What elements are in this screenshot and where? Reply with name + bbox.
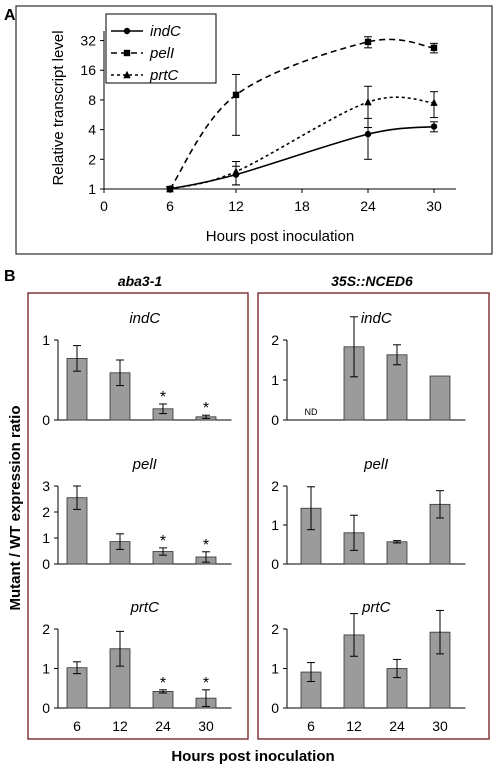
bar-chart-indC-1: indC 0 1 2 ND bbox=[271, 310, 466, 428]
legend-label-indC: indC bbox=[150, 23, 181, 40]
panel-b-ylabel: Mutant / WT expression ratio bbox=[7, 405, 24, 610]
legend-label-prtC: prtC bbox=[149, 67, 179, 84]
panel-a-label: A bbox=[4, 7, 16, 24]
subplot-y-tick-label: 1 bbox=[42, 332, 50, 348]
subplot-y-tick-label: 2 bbox=[42, 504, 50, 520]
data-point-pelI bbox=[364, 38, 372, 46]
panel-a-frame bbox=[15, 5, 493, 255]
subplot-y-tick-label: 2 bbox=[271, 621, 279, 637]
bar bbox=[386, 541, 408, 565]
significance-marker: * bbox=[203, 400, 209, 417]
subplot-y-tick-label: 1 bbox=[271, 372, 279, 388]
bar-chart-indC-0: indC 0 1 * * bbox=[42, 310, 232, 428]
significance-marker: * bbox=[160, 389, 166, 406]
subplot-y-tick-label: 2 bbox=[42, 621, 50, 637]
x-tick-label: 12 bbox=[346, 718, 362, 734]
legend-marker-indC bbox=[123, 27, 131, 35]
bar bbox=[152, 691, 174, 709]
group-box-35S-NCED6 bbox=[257, 292, 490, 740]
subplot-title: indC bbox=[361, 310, 392, 327]
subplot-y-tick-label: 2 bbox=[271, 332, 279, 348]
data-point-prtC bbox=[232, 167, 240, 175]
panel-a-x-tick-label: 30 bbox=[426, 198, 442, 214]
significance-marker: * bbox=[203, 675, 209, 692]
data-point-prtC bbox=[430, 98, 438, 106]
panel-a-x-tick-label: 0 bbox=[100, 198, 108, 214]
data-point-prtC bbox=[364, 97, 372, 106]
bar-chart-pelI-3: pelI 0 1 2 bbox=[271, 456, 466, 572]
significance-marker: * bbox=[160, 675, 166, 692]
data-point-prtC bbox=[166, 184, 174, 193]
data-point-indC bbox=[430, 123, 438, 130]
subplot-title: pelI bbox=[132, 456, 157, 473]
subplot-y-tick-label: 0 bbox=[271, 412, 279, 428]
significance-marker: * bbox=[160, 533, 166, 550]
legend-marker-pelI bbox=[123, 49, 131, 57]
x-tick-label: 30 bbox=[432, 718, 448, 734]
data-point-pelI bbox=[430, 44, 438, 52]
group-title-35S-NCED6: 35S::NCED6 bbox=[331, 273, 413, 289]
subplot-y-tick-label: 0 bbox=[271, 556, 279, 572]
x-tick-label: 30 bbox=[198, 718, 214, 734]
bar-chart-pelI-2: pelI 0 1 2 3 * * bbox=[42, 456, 232, 572]
subplot-title: prtC bbox=[130, 599, 160, 616]
nd-label: ND bbox=[305, 407, 318, 417]
subplot-y-tick-label: 1 bbox=[42, 530, 50, 546]
x-tick-label: 24 bbox=[389, 718, 405, 734]
panel-a-y-tick-label: 32 bbox=[80, 33, 96, 49]
panel-a-y-tick-label: 4 bbox=[88, 122, 96, 138]
x-tick-label: 12 bbox=[112, 718, 128, 734]
group-title-aba3-1: aba3-1 bbox=[118, 273, 163, 289]
panel-a-x-tick-label: 18 bbox=[294, 198, 310, 214]
x-tick-label: 24 bbox=[155, 718, 171, 734]
panel-a-x-tick-label: 6 bbox=[166, 198, 174, 214]
legend-marker-prtC bbox=[123, 70, 131, 79]
panel-a-xlabel: Hours post inoculation bbox=[206, 228, 354, 245]
series-line-pelI bbox=[169, 38, 435, 190]
bar bbox=[429, 375, 451, 421]
subplot-y-tick-label: 1 bbox=[42, 661, 50, 677]
subplot-y-tick-label: 0 bbox=[42, 700, 50, 716]
panel-a-x-tick-label: 24 bbox=[360, 198, 376, 214]
panel-a-legend: indC pelI prtC bbox=[105, 13, 217, 84]
panel-b-xlabel: Hours post inoculation bbox=[171, 748, 334, 765]
subplot-y-tick-label: 0 bbox=[42, 412, 50, 428]
panel-a-y-tick-label: 2 bbox=[88, 151, 96, 167]
series-line-prtC bbox=[169, 96, 435, 190]
subplot-y-tick-label: 2 bbox=[271, 478, 279, 494]
panel-a-ylabel: Relative transcript level bbox=[50, 30, 67, 185]
subplot-y-tick-label: 1 bbox=[271, 661, 279, 677]
panel-a-y-tick-label: 16 bbox=[80, 62, 96, 78]
subplot-y-tick-label: 0 bbox=[42, 556, 50, 572]
data-point-pelI bbox=[232, 91, 240, 99]
subplot-y-tick-label: 1 bbox=[271, 517, 279, 533]
panel-a-y-tick-label: 1 bbox=[88, 181, 96, 197]
panel-a-y-tick-label: 8 bbox=[88, 92, 96, 108]
subplot-y-tick-label: 0 bbox=[271, 700, 279, 716]
subplot-y-tick-label: 3 bbox=[42, 478, 50, 494]
x-tick-label: 6 bbox=[307, 718, 315, 734]
subplot-title: prtC bbox=[361, 599, 391, 616]
data-point-indC bbox=[364, 130, 372, 138]
panel-b-label: B bbox=[4, 268, 16, 285]
series-line-indC bbox=[169, 125, 435, 190]
panel-a-x-tick-label: 12 bbox=[228, 198, 244, 214]
subplot-title: indC bbox=[129, 310, 160, 327]
group-box-aba3-1 bbox=[27, 292, 249, 740]
x-tick-label: 6 bbox=[73, 718, 81, 734]
significance-marker: * bbox=[203, 537, 209, 554]
legend-box bbox=[105, 13, 217, 84]
subplot-title: pelI bbox=[363, 456, 388, 473]
legend-label-pelI: pelI bbox=[149, 45, 174, 62]
